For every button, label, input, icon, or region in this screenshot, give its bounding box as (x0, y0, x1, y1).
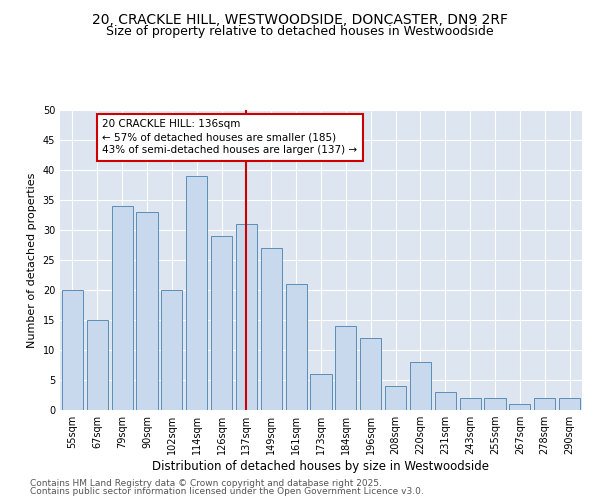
Bar (410, 362, 431, 410)
Bar (460, 398, 481, 410)
Text: 20 CRACKLE HILL: 136sqm
← 57% of detached houses are smaller (185)
43% of semi-d: 20 CRACKLE HILL: 136sqm ← 57% of detache… (102, 119, 358, 156)
Bar (161, 290, 182, 410)
Bar (236, 224, 257, 410)
Text: Size of property relative to detached houses in Westwoodside: Size of property relative to detached ho… (106, 25, 494, 38)
Bar (385, 386, 406, 410)
Bar (310, 374, 332, 410)
Bar (186, 176, 207, 410)
X-axis label: Distribution of detached houses by size in Westwoodside: Distribution of detached houses by size … (152, 460, 490, 473)
Bar (87, 320, 108, 410)
Text: Contains HM Land Registry data © Crown copyright and database right 2025.: Contains HM Land Registry data © Crown c… (30, 478, 382, 488)
Text: Contains public sector information licensed under the Open Government Licence v3: Contains public sector information licen… (30, 487, 424, 496)
Bar (62, 290, 83, 410)
Text: 20, CRACKLE HILL, WESTWOODSIDE, DONCASTER, DN9 2RF: 20, CRACKLE HILL, WESTWOODSIDE, DONCASTE… (92, 12, 508, 26)
Bar (435, 392, 456, 410)
Bar (211, 236, 232, 410)
Bar (534, 398, 555, 410)
Bar (261, 248, 282, 410)
Bar (335, 326, 356, 410)
Bar (112, 206, 133, 410)
Bar (360, 338, 381, 410)
Bar (509, 404, 530, 410)
Y-axis label: Number of detached properties: Number of detached properties (27, 172, 37, 348)
Bar (484, 398, 506, 410)
Bar (286, 284, 307, 410)
Bar (559, 398, 580, 410)
Bar (136, 212, 158, 410)
